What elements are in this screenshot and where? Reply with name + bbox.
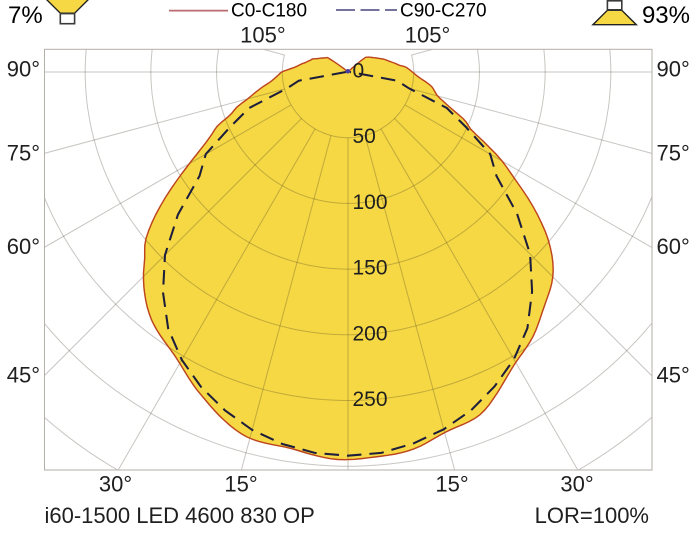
svg-text:93%: 93% — [642, 2, 690, 29]
svg-text:C0-C180: C0-C180 — [231, 1, 307, 22]
svg-text:60°: 60° — [7, 234, 40, 259]
svg-text:105°: 105° — [405, 23, 451, 48]
svg-text:30°: 30° — [560, 471, 593, 496]
svg-text:45°: 45° — [657, 362, 690, 387]
svg-text:LOR=100%: LOR=100% — [535, 503, 649, 528]
svg-text:90°: 90° — [657, 57, 690, 82]
svg-text:100: 100 — [353, 191, 388, 214]
svg-text:15°: 15° — [224, 471, 257, 496]
svg-text:50: 50 — [353, 125, 376, 148]
svg-text:45°: 45° — [7, 362, 40, 387]
svg-text:15°: 15° — [435, 471, 468, 496]
svg-text:60°: 60° — [657, 234, 690, 259]
svg-text:7%: 7% — [8, 2, 43, 29]
svg-text:150: 150 — [353, 257, 388, 280]
svg-text:200: 200 — [353, 322, 388, 345]
svg-text:90°: 90° — [7, 57, 40, 82]
svg-text:250: 250 — [353, 388, 388, 411]
svg-text:75°: 75° — [7, 140, 40, 165]
svg-text:30°: 30° — [99, 471, 132, 496]
svg-text:105°: 105° — [240, 23, 286, 48]
svg-text:75°: 75° — [657, 140, 690, 165]
svg-text:0: 0 — [353, 60, 365, 83]
svg-text:C90-C270: C90-C270 — [400, 1, 487, 22]
svg-text:i60-1500 LED 4600 830 OP: i60-1500 LED 4600 830 OP — [45, 503, 315, 528]
